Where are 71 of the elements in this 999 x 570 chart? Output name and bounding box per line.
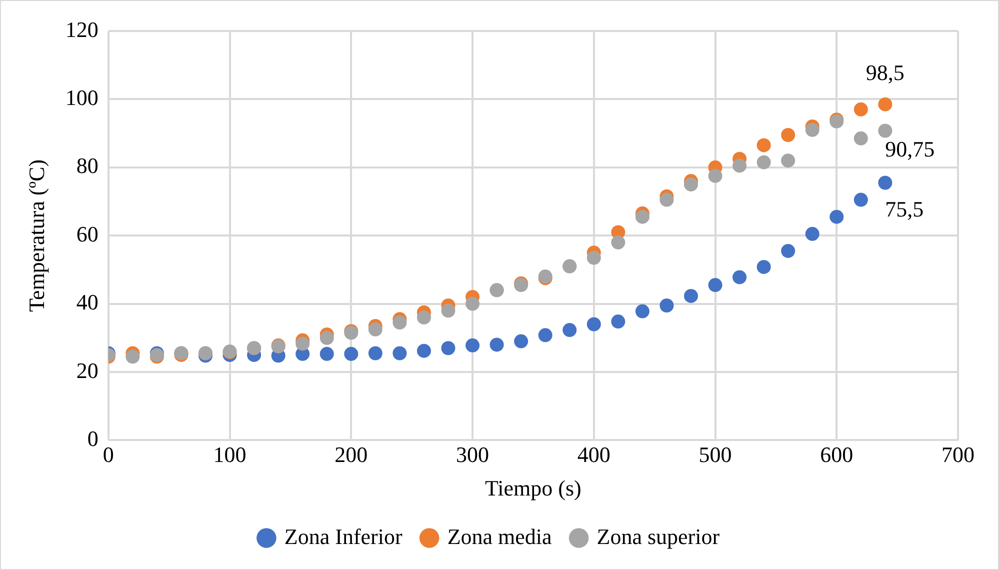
point <box>586 250 601 265</box>
x-tick-label: 700 <box>942 442 974 468</box>
point <box>854 192 868 207</box>
point <box>441 341 456 356</box>
point <box>781 128 796 142</box>
point <box>684 288 698 303</box>
point <box>586 317 601 332</box>
point <box>878 124 892 138</box>
point <box>562 323 577 338</box>
y-tick-label: 20 <box>76 358 98 383</box>
legend-label: Zona superior <box>596 524 720 549</box>
x-tick-label: 300 <box>456 442 490 468</box>
point <box>660 192 674 207</box>
point <box>368 346 382 360</box>
point <box>538 328 552 342</box>
point <box>320 330 334 345</box>
point <box>756 138 771 152</box>
point <box>466 338 480 352</box>
point <box>126 350 140 364</box>
y-tick-label: 40 <box>76 290 98 315</box>
point <box>805 122 820 137</box>
y-tick-label: 80 <box>76 153 98 178</box>
point <box>441 304 456 318</box>
point <box>854 131 868 146</box>
point <box>708 278 722 292</box>
point <box>854 102 868 116</box>
point <box>368 322 382 336</box>
point <box>611 314 626 329</box>
y-tick-label: 100 <box>65 84 98 110</box>
y-tick-label: 0 <box>87 426 98 451</box>
point <box>514 334 528 348</box>
point <box>732 270 747 284</box>
point <box>611 235 626 250</box>
x-axis-title: Tiempo (s) <box>485 476 582 501</box>
point <box>296 336 310 351</box>
x-tick-label: 100 <box>213 442 246 468</box>
point <box>416 344 431 358</box>
point <box>392 316 407 330</box>
point <box>320 346 334 361</box>
point <box>878 176 892 190</box>
x-tick-label: 500 <box>698 442 732 468</box>
x-tick-label: 600 <box>820 442 854 468</box>
y-tick-label: 120 <box>65 16 98 42</box>
x-tick-label: 0 <box>102 442 114 468</box>
point <box>878 97 892 112</box>
point <box>344 346 358 361</box>
point <box>756 260 771 274</box>
y-axis-title: Temperatura (ºC) <box>24 159 49 312</box>
y-tick-label: 60 <box>76 221 98 246</box>
point <box>708 168 722 183</box>
point <box>490 338 504 352</box>
x-tick-label: 400 <box>577 442 610 468</box>
point <box>635 210 650 224</box>
data-label: 75,5 <box>885 196 924 222</box>
point <box>392 346 407 360</box>
point <box>466 296 480 311</box>
point <box>805 226 820 241</box>
point <box>416 310 431 324</box>
point <box>781 154 796 168</box>
point <box>732 158 747 173</box>
point <box>684 177 698 192</box>
data-label: 98,5 <box>866 60 904 86</box>
point <box>830 210 844 224</box>
legend-label: Zona Inferior <box>284 524 403 549</box>
data-label: 90,75 <box>885 136 935 162</box>
legend-label: Zona media <box>447 524 552 549</box>
point <box>660 298 674 313</box>
point <box>756 155 771 170</box>
x-tick-label: 200 <box>334 442 368 468</box>
point <box>635 304 650 318</box>
point <box>781 244 796 258</box>
